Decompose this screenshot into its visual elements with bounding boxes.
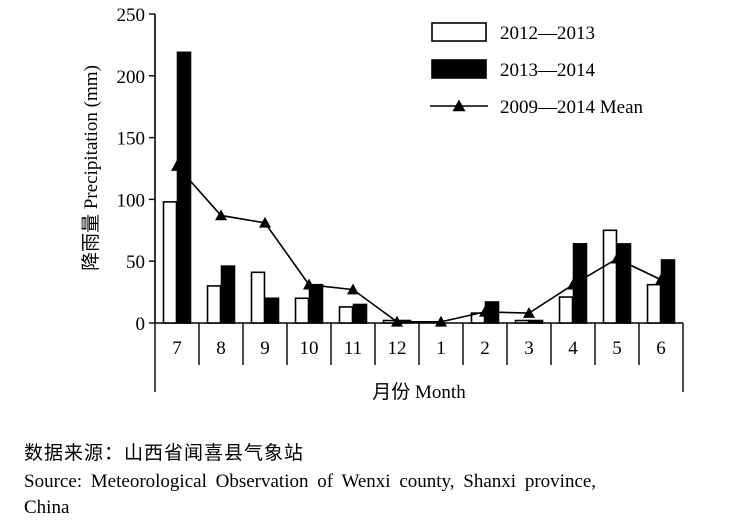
mean-point-marker [611,252,623,264]
x-tick-label: 8 [216,338,226,359]
mean-point-marker [347,283,359,295]
mean-point-marker [567,278,579,290]
y-tick-label: 50 [126,252,145,273]
bar-series-1 [514,319,530,324]
bar-series-1 [250,271,266,324]
bar-series-2 [352,303,368,324]
mean-point-marker [435,315,447,327]
bar-series-2 [308,283,324,324]
mean-line-series [171,160,667,327]
y-tick-label: 150 [117,129,146,150]
bar-series-2 [176,51,192,324]
bars [162,51,676,324]
y-tick-label: 250 [117,5,146,26]
x-tick-label: 11 [344,338,362,359]
bar-series-1 [162,201,178,324]
source-note-english: Source: Meteorological Observation of We… [24,471,597,492]
legend-label: 2009—2014 Mean [500,97,644,118]
x-tick-label: 3 [524,338,534,359]
x-tick-label: 5 [612,338,622,359]
bar-series-2 [528,319,544,324]
legend-swatch-2 [431,59,487,79]
source-note-english-continued: China [24,497,70,518]
x-tick-label: 12 [388,338,407,359]
bar-series-2 [616,243,632,324]
y-axis-label: 降雨量 Precipitation (mm) [80,65,102,271]
mean-point-marker [171,160,183,171]
x-tick-label: 9 [260,338,270,359]
x-tick-label: 4 [568,338,578,359]
legend-label: 2013—2014 [500,60,596,81]
legend-swatch-1 [431,22,487,42]
mean-point-marker [259,216,271,228]
bar-series-1 [338,306,354,324]
bar-series-2 [264,297,280,324]
mean-point-marker [523,307,535,318]
bar-series-1 [558,296,574,324]
source-note-chinese: 数据来源：山西省闻喜县气象站 [24,443,305,464]
legend: 2012—2013 2013—2014 2009—2014 Mean [430,22,644,118]
bar-series-2 [660,259,676,324]
mean-line-path [176,165,662,323]
mean-point-marker [215,209,227,221]
y-tick-label: 200 [117,67,146,88]
x-tick-label: 1 [436,338,446,359]
mean-point-marker [479,305,491,317]
y-axis: 0 50 100 150 200 250 [117,5,156,335]
x-tick-label: 7 [172,338,182,359]
mean-point-marker [303,278,315,290]
y-tick-label: 100 [117,190,146,211]
x-tick-label: 10 [300,338,319,359]
mean-point-marker [655,273,667,285]
legend-triangle-icon [452,99,466,112]
x-tick-label: 2 [480,338,490,359]
bar-series-1 [206,285,222,324]
y-tick-label: 0 [136,314,146,335]
legend-label: 2012—2013 [500,23,595,44]
bar-series-2 [220,265,236,324]
bar-series-1 [646,283,662,324]
bar-series-1 [602,229,618,324]
x-axis-label: 月份 Month [372,381,466,403]
x-axis: 7 8 9 10 11 12 1 2 3 4 5 6 [154,322,684,392]
bar-series-1 [294,297,310,324]
x-tick-label: 6 [656,338,666,359]
mean-point-marker [391,315,403,327]
